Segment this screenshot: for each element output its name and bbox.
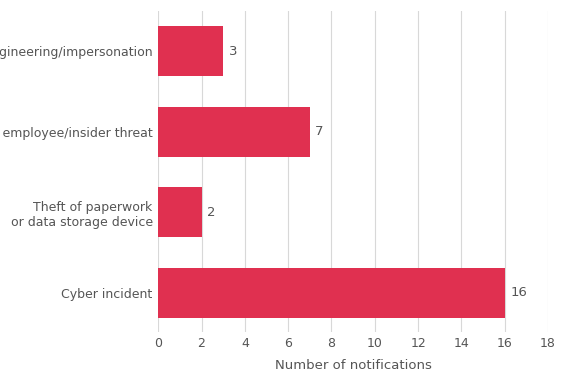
Text: 2: 2: [207, 206, 215, 219]
Bar: [158, 26, 223, 76]
Text: 16: 16: [510, 286, 527, 299]
Text: 7: 7: [315, 125, 324, 138]
Bar: [158, 187, 202, 237]
Bar: [158, 107, 310, 157]
Bar: [158, 268, 505, 318]
X-axis label: Number of notifications: Number of notifications: [275, 359, 432, 372]
Text: 3: 3: [229, 45, 237, 58]
